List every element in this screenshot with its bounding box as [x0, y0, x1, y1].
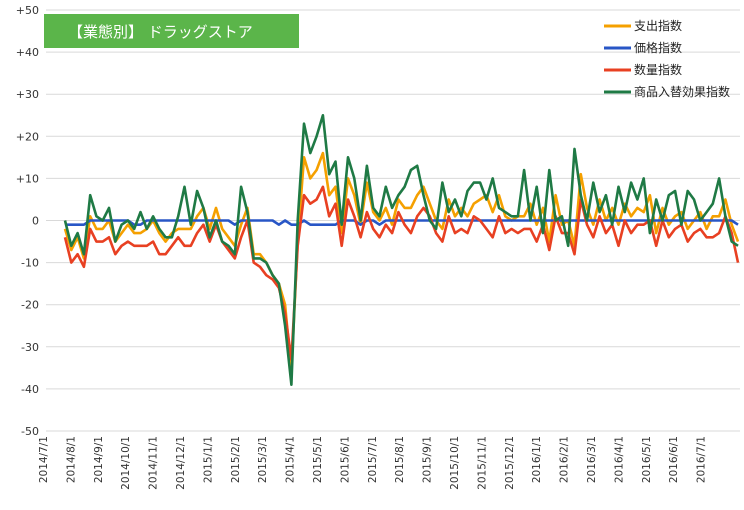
- y-tick-label: +30: [16, 88, 39, 101]
- series-line-2: [63, 185, 740, 361]
- chart-title-box: [44, 14, 299, 48]
- x-tick-label: 2014/8/1: [65, 436, 77, 483]
- x-tick-label: 2015/1/1: [202, 436, 214, 483]
- x-tick-label: 2014/10/1: [120, 436, 132, 490]
- x-tick-label: 2014/7/1: [38, 436, 50, 483]
- y-tick-label: -40: [21, 383, 39, 396]
- y-axis-ticks: +50 +40 +30 +20 +10 0 -10 -20 -30 -40 -50: [16, 4, 39, 438]
- x-tick-label: 2015/5/1: [312, 436, 324, 483]
- y-tick-label: 0: [32, 215, 39, 228]
- x-tick-label: 2015/8/1: [394, 436, 406, 483]
- x-tick-label: 2016/5/1: [641, 436, 653, 483]
- legend-label: 支出指数: [634, 18, 682, 33]
- x-tick-label: 2014/9/1: [93, 436, 105, 483]
- series-lines: [63, 114, 740, 387]
- chart-title-text: 【業態別】 ドラッグストア: [68, 23, 253, 41]
- x-tick-label: 2014/11/1: [148, 436, 160, 490]
- x-tick-label: 2016/3/1: [586, 436, 598, 483]
- y-tick-label: +10: [16, 172, 39, 185]
- y-tick-label: -30: [21, 341, 39, 354]
- y-tick-label: -50: [21, 425, 39, 438]
- x-tick-label: 2015/9/1: [422, 436, 434, 483]
- legend-label: 数量指数: [634, 62, 682, 77]
- x-tick-label: 2016/7/1: [696, 436, 708, 483]
- y-tick-label: +20: [16, 130, 39, 143]
- y-tick-label: -10: [21, 257, 39, 270]
- x-tick-label: 2016/1/1: [531, 436, 543, 483]
- y-tick-label: +40: [16, 46, 39, 59]
- x-axis-ticks: 2014/7/1 2014/8/1 2014/9/1 2014/10/1 2014/11…: [38, 436, 708, 490]
- x-tick-label: 2014/12/1: [175, 436, 187, 490]
- x-tick-label: 2015/3/1: [257, 436, 269, 483]
- y-tick-label: -20: [21, 299, 39, 312]
- x-tick-label: 2015/12/1: [504, 436, 516, 490]
- x-tick-label: 2015/11/1: [476, 436, 488, 490]
- series-line-3: [63, 114, 739, 387]
- x-tick-label: 2015/4/1: [285, 436, 297, 483]
- x-tick-label: 2015/2/1: [230, 436, 242, 483]
- legend-label: 商品入替効果指数: [634, 84, 730, 99]
- x-tick-label: 2015/10/1: [449, 436, 461, 490]
- legend-label: 価格指数: [634, 40, 682, 55]
- x-tick-label: 2016/4/1: [613, 436, 625, 483]
- x-tick-label: 2016/2/1: [559, 436, 571, 483]
- x-tick-label: 2016/6/1: [668, 436, 680, 483]
- y-tick-label: +50: [16, 4, 39, 17]
- x-tick-label: 2015/7/1: [367, 436, 379, 483]
- x-tick-label: 2015/6/1: [339, 436, 351, 483]
- chart-title: 【業態別】 ドラッグストア: [44, 14, 299, 48]
